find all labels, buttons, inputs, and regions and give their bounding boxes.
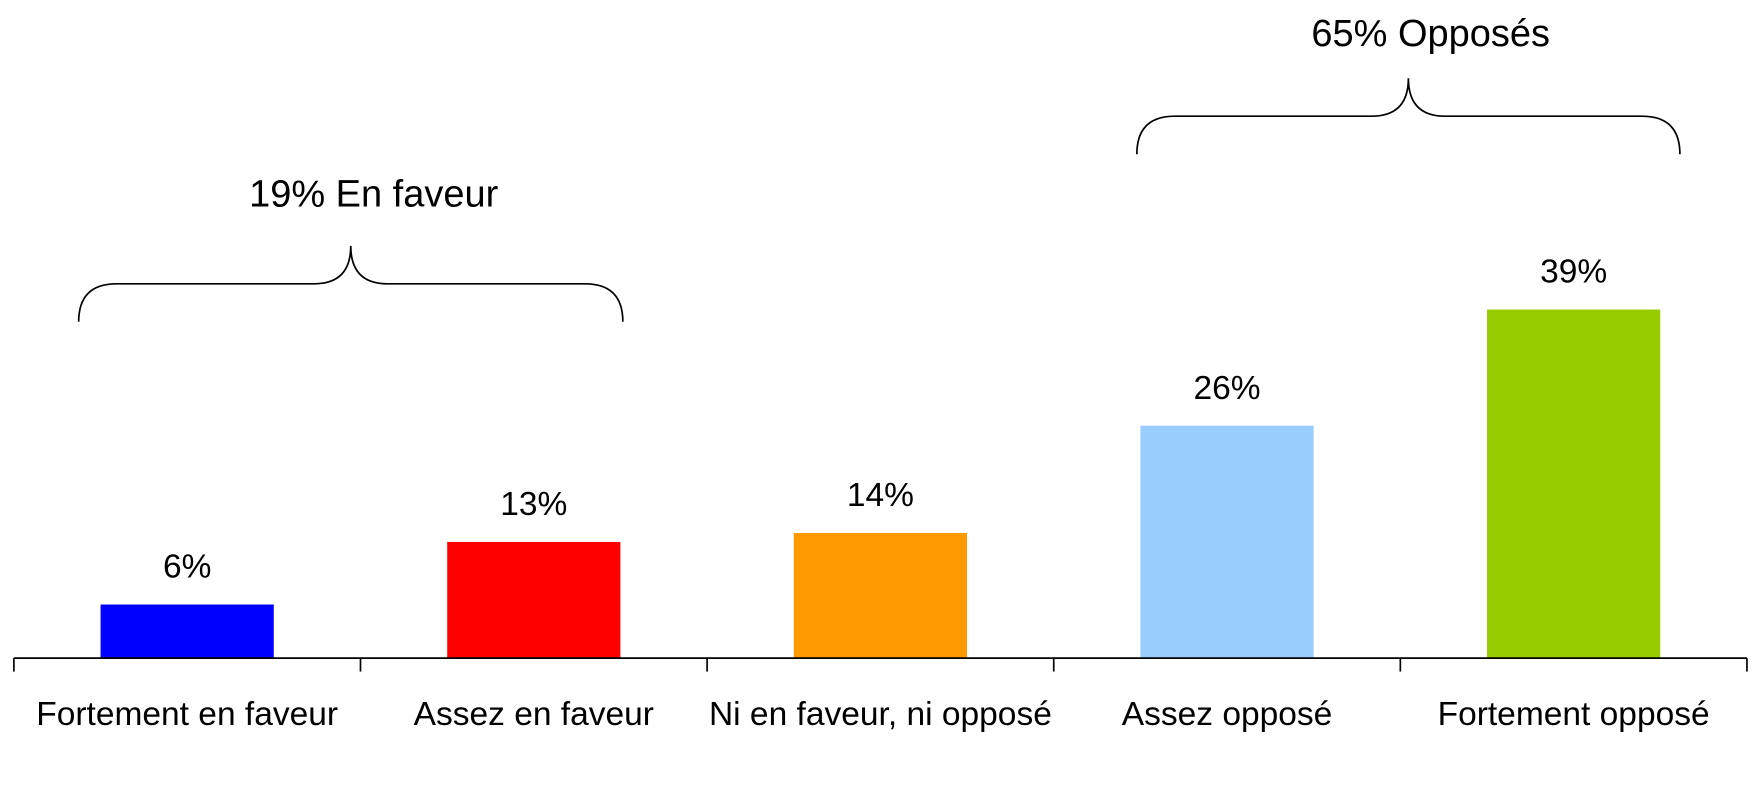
bar [1487, 309, 1661, 659]
value-label: 26% [1193, 370, 1260, 407]
value-label: 14% [847, 477, 914, 514]
bar [1140, 425, 1314, 659]
x-label-box: Ni en faveur, ni opposé [708, 696, 1052, 734]
bar [793, 532, 968, 659]
bar [447, 541, 621, 659]
annotation: 19% En faveur [249, 174, 499, 216]
x-tick-label: Assez en faveur [413, 696, 654, 734]
x-tick-label: Assez opposé [1121, 696, 1333, 734]
x-label-box: Assez opposé [1121, 696, 1333, 734]
x-label-box: Fortement en faveur [36, 696, 339, 734]
brace [77, 245, 624, 322]
bar [100, 604, 274, 659]
x-tick-label: Fortement en faveur [36, 696, 339, 734]
annotation: 65% Opposés [1311, 13, 1550, 55]
x-tick-label: Ni en faveur, ni opposé [708, 696, 1052, 734]
x-tick-label: Fortement opposé [1437, 696, 1710, 734]
x-label-box: Assez en faveur [413, 696, 654, 734]
brace [1136, 78, 1681, 155]
x-label-box: Fortement opposé [1437, 696, 1710, 734]
value-label: 13% [500, 486, 567, 523]
value-label: 6% [163, 549, 211, 586]
value-label: 39% [1540, 254, 1607, 291]
